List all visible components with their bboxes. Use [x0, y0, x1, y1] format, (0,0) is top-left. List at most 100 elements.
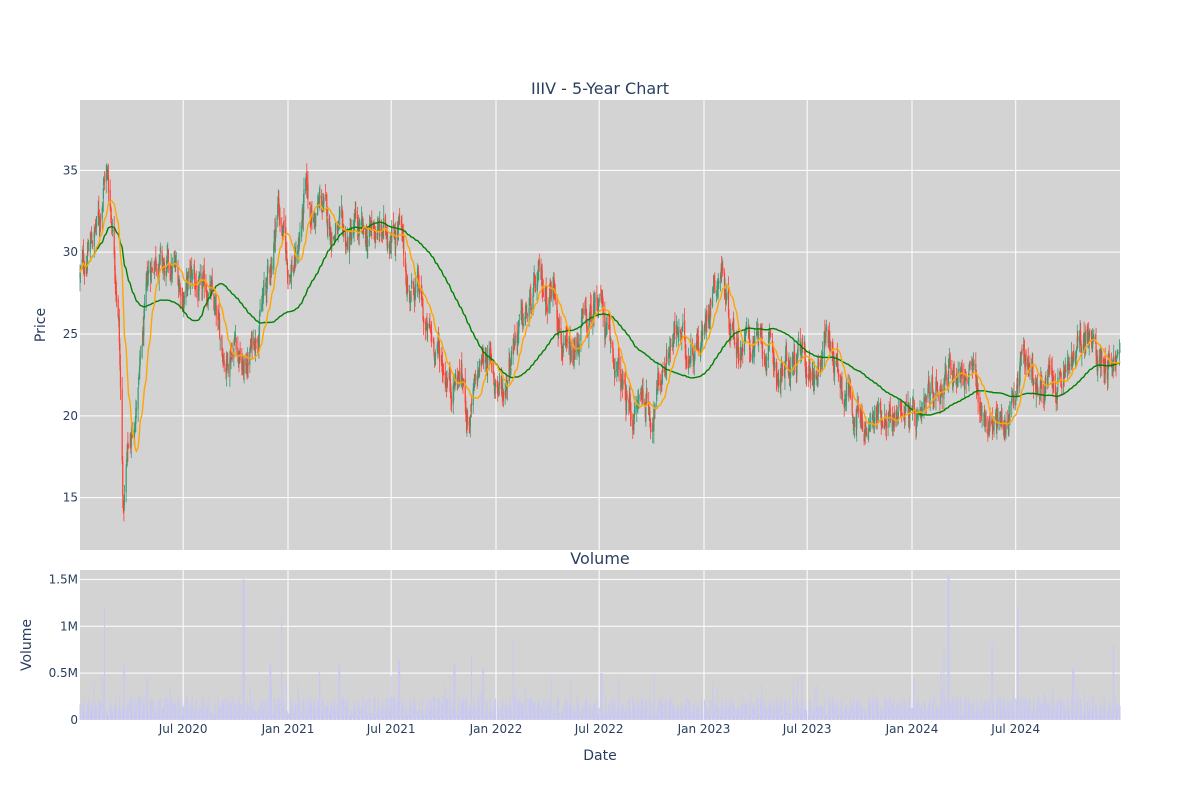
candle-body	[658, 376, 660, 385]
candle-body	[804, 359, 807, 373]
volume-bar	[255, 711, 257, 720]
candle-body	[165, 270, 167, 276]
volume-bar	[1060, 698, 1062, 720]
volume-bar	[1079, 714, 1081, 720]
volume-bar	[943, 697, 945, 720]
candle-body	[588, 316, 591, 328]
volume-bar	[979, 710, 981, 720]
price-candles	[79, 163, 1121, 522]
volume-bar	[840, 699, 842, 720]
candle-body	[630, 411, 632, 420]
volume-bar	[534, 708, 536, 720]
candle-body	[213, 305, 216, 311]
volume-bar	[633, 702, 635, 720]
volume-bar	[577, 709, 579, 720]
candle-body	[409, 300, 412, 304]
candle-body	[317, 203, 319, 216]
candle-body	[570, 349, 572, 361]
volume-bar	[718, 707, 720, 720]
volume-bar	[632, 697, 634, 720]
candle-body	[884, 419, 886, 421]
candle-body	[1053, 375, 1055, 382]
volume-bar	[1039, 703, 1041, 720]
volume-bar	[558, 712, 560, 720]
candle-body	[307, 183, 309, 199]
candle-body	[514, 336, 516, 339]
volume-bar	[710, 700, 712, 720]
volume-bar	[537, 700, 539, 720]
candle-body	[246, 375, 248, 377]
volume-bar	[665, 701, 667, 720]
volume-chart-title: Volume	[570, 549, 630, 568]
volume-bar	[130, 692, 132, 720]
volume-bar	[602, 714, 604, 720]
candle-body	[313, 217, 315, 223]
volume-bar	[445, 700, 447, 720]
candle-body	[666, 358, 668, 361]
candle-body	[945, 367, 947, 370]
volume-bar	[873, 710, 875, 720]
volume-bar	[179, 705, 181, 720]
candle-body	[832, 355, 834, 364]
volume-bar	[662, 702, 664, 720]
candle-body	[135, 408, 138, 412]
candle-body	[722, 266, 724, 274]
volume-bar	[981, 711, 983, 720]
volume-bar	[233, 697, 235, 720]
volume-bar	[596, 697, 598, 720]
candle-body	[223, 360, 225, 366]
candle-body	[405, 265, 407, 284]
candle-body	[473, 388, 475, 390]
volume-bar	[967, 702, 969, 720]
volume-bar	[706, 707, 708, 720]
volume-bar	[885, 700, 887, 720]
volume-bar	[553, 712, 555, 720]
candle-body	[1065, 370, 1067, 372]
volume-bar	[840, 712, 842, 720]
candle-body	[203, 269, 205, 287]
candle-body	[808, 361, 811, 367]
volume-bar	[419, 701, 421, 720]
candle-body	[263, 284, 265, 286]
candle-body	[286, 250, 288, 259]
candle-body	[907, 402, 909, 405]
candle-body	[534, 276, 536, 292]
volume-bar	[584, 704, 586, 720]
date-axis-title: Date	[583, 748, 616, 764]
volume-bar	[416, 710, 418, 720]
volume-bar	[788, 698, 790, 720]
candle-body	[177, 265, 179, 285]
volume-bar	[1008, 712, 1010, 720]
volume-bar	[147, 713, 149, 720]
volume-bar	[920, 715, 922, 720]
volume-bar	[880, 706, 882, 720]
candle-body	[873, 417, 875, 424]
candle-body	[717, 281, 719, 287]
volume-bar	[1088, 711, 1090, 720]
candle-body	[656, 388, 658, 401]
volume-bar	[202, 697, 204, 720]
volume-bar	[501, 705, 503, 720]
volume-bar	[580, 709, 582, 720]
volume-bar	[286, 681, 288, 720]
volume-bar	[973, 697, 975, 720]
volume-bar	[100, 701, 102, 720]
candle-body	[880, 401, 882, 414]
candle-body	[542, 292, 544, 297]
volume-bar	[221, 700, 223, 720]
volume-bar	[254, 709, 256, 720]
candle-body	[251, 332, 253, 349]
candle-body	[493, 379, 495, 386]
volume-bar	[803, 709, 805, 720]
volume-bar	[554, 714, 556, 720]
volume-bar	[652, 706, 654, 720]
volume-bar	[588, 711, 590, 720]
volume-bar	[673, 712, 675, 720]
candle-body	[923, 397, 925, 411]
candle-body	[697, 336, 699, 348]
volume-bar	[909, 707, 911, 720]
candle-body	[582, 309, 584, 314]
volume-bar	[457, 702, 459, 720]
candle-body	[410, 291, 412, 302]
volume-axis-title: Volume	[19, 619, 35, 671]
